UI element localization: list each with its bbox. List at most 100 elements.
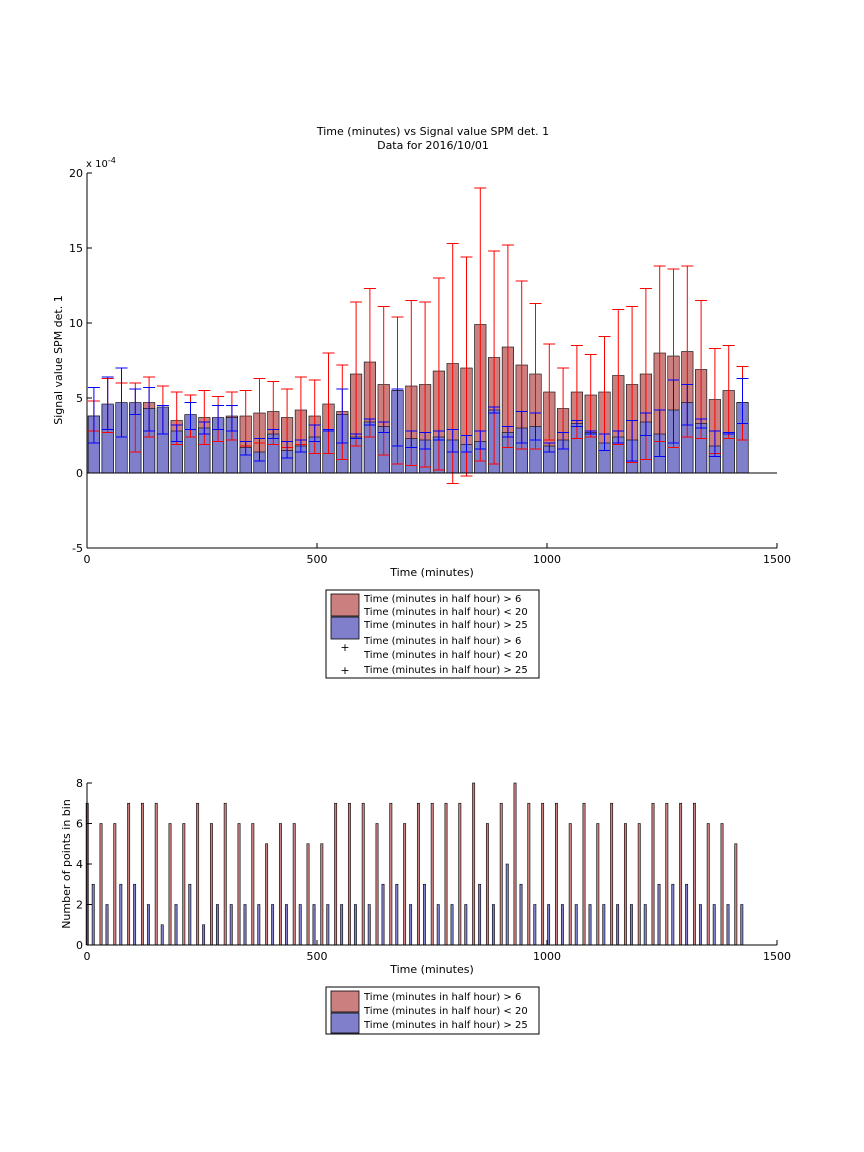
errorbar-blue-33 bbox=[543, 442, 556, 453]
errorbar-blue-14 bbox=[281, 441, 294, 459]
errorbar-red-38 bbox=[612, 309, 625, 445]
legend1-entry-2: Time (minutes in half hour) < 20 bbox=[363, 607, 528, 618]
errorbar-blue-6 bbox=[170, 424, 183, 442]
count-bar-red-21 bbox=[375, 823, 379, 946]
count-bar-blue-26 bbox=[450, 904, 454, 946]
chart1-ytick-label-1: 0 bbox=[76, 467, 83, 480]
errorbar-red-30 bbox=[501, 244, 514, 448]
count-bar-red-22 bbox=[389, 802, 393, 946]
count-bar-blue-1 bbox=[105, 904, 109, 946]
count-bar-red-7 bbox=[182, 823, 186, 946]
count-bar-red-43 bbox=[679, 802, 683, 946]
chart1-ytick-label-0: -5 bbox=[72, 542, 83, 555]
errorbar-blue-17 bbox=[322, 429, 335, 432]
count-bar-blue-39 bbox=[629, 904, 633, 946]
errorbar-blue-36 bbox=[584, 430, 597, 435]
count-bar-blue-27 bbox=[464, 904, 468, 946]
chart1-legend: Time (minutes in half hour) > 6 Time (mi… bbox=[325, 589, 540, 679]
count-bar-red-19 bbox=[347, 802, 351, 946]
count-bar-red-9 bbox=[209, 823, 213, 946]
count-bar-blue-25 bbox=[436, 904, 440, 946]
count-bar-red-47 bbox=[734, 843, 738, 946]
errorbar-blue-32 bbox=[529, 412, 542, 441]
count-bar-blue-23 bbox=[409, 904, 413, 946]
count-bar-red-10 bbox=[223, 802, 227, 946]
count-bar-blue-36 bbox=[588, 904, 592, 946]
errorbar-blue-39 bbox=[626, 420, 639, 462]
count-bar-red-23 bbox=[403, 823, 407, 946]
count-bar-red-4 bbox=[140, 802, 144, 946]
count-bar-red-6 bbox=[168, 823, 172, 946]
errorbar-blue-45 bbox=[708, 430, 721, 457]
errorbar-red-46 bbox=[722, 345, 735, 439]
chart2-ytick-label-0: 0 bbox=[76, 939, 83, 952]
errorbar-red-33 bbox=[543, 343, 556, 441]
count-bar-red-2 bbox=[113, 823, 117, 946]
bar-blue-36 bbox=[584, 432, 597, 474]
count-bar-red-14 bbox=[278, 823, 282, 946]
errorbar-blue-37 bbox=[598, 433, 611, 451]
count-bar-blue-24 bbox=[422, 883, 426, 946]
legend2-entry-1: Time (minutes in half hour) > 6 bbox=[363, 992, 521, 1003]
count-bar-blue-44 bbox=[698, 904, 702, 946]
errorbar-blue-11 bbox=[239, 441, 252, 456]
count-bar-blue-41 bbox=[657, 883, 661, 946]
count-bar-blue-20 bbox=[367, 904, 371, 946]
count-bar-red-1 bbox=[99, 823, 103, 946]
errorbar-blue-16 bbox=[308, 424, 321, 442]
errorbar-blue-31 bbox=[515, 411, 528, 444]
chart1-exponent-base: x 10 bbox=[86, 159, 108, 170]
count-bar-red-27 bbox=[458, 802, 462, 946]
count-bar-red-25 bbox=[430, 802, 434, 946]
errorbar-blue-4 bbox=[143, 387, 156, 432]
errorbar-red-8 bbox=[198, 390, 211, 445]
errorbar-blue-9 bbox=[212, 405, 225, 430]
chart1-title: Time (minutes) vs Signal value SPM det. … bbox=[316, 125, 549, 138]
count-bar-red-44 bbox=[692, 802, 696, 946]
count-bar-blue-35 bbox=[574, 904, 578, 946]
count-bar-blue-13 bbox=[271, 904, 275, 946]
count-bar-red-40 bbox=[637, 823, 641, 946]
errorbar-blue-24 bbox=[419, 432, 432, 450]
chart2-xtick-label-3: 1500 bbox=[763, 950, 791, 963]
count-bar-red-20 bbox=[361, 802, 365, 946]
chart2-legend-box bbox=[325, 986, 540, 1035]
count-bar-red-32 bbox=[527, 802, 531, 946]
errorbar-blue-40 bbox=[639, 412, 652, 436]
chart2-ylabel: Number of points in bin bbox=[60, 799, 73, 929]
legend1-entry-3: Time (minutes in half hour) > 25 bbox=[363, 620, 528, 631]
errorbar-blue-34 bbox=[557, 432, 570, 450]
count-bar-blue-14 bbox=[284, 904, 288, 946]
count-bar-blue-3 bbox=[133, 883, 137, 946]
errorbar-blue-26 bbox=[446, 429, 459, 453]
errorbar-blue-18 bbox=[336, 388, 349, 444]
errorbar-red-19 bbox=[350, 301, 363, 447]
errorbar-blue-25 bbox=[432, 430, 445, 441]
count-bar-blue-8 bbox=[202, 924, 206, 946]
chart2-bars bbox=[85, 782, 744, 946]
count-bar-red-5 bbox=[154, 802, 158, 946]
count-bar-red-16 bbox=[306, 843, 310, 946]
errorbar-blue-38 bbox=[612, 430, 625, 444]
legend2-entry-2: Time (minutes in half hour) < 20 bbox=[363, 1006, 528, 1017]
chart1-subtitle: Data for 2016/10/01 bbox=[377, 139, 489, 152]
count-bar-red-35 bbox=[568, 823, 572, 946]
count-bar-red-34 bbox=[554, 802, 558, 946]
count-bar-red-18 bbox=[334, 802, 338, 946]
legend1-entry-1: Time (minutes in half hour) > 6 bbox=[363, 594, 521, 605]
errorbar-blue-19 bbox=[350, 433, 363, 439]
count-bar-blue-43 bbox=[685, 883, 689, 946]
count-bar-blue-34 bbox=[560, 904, 564, 946]
errorbar-blue-12 bbox=[253, 438, 266, 462]
errorbar-red-17 bbox=[322, 352, 335, 454]
chart1-bars bbox=[87, 324, 749, 474]
errorbar-blue-7 bbox=[184, 402, 197, 430]
count-bar-blue-16 bbox=[312, 904, 316, 946]
errorbar-blue-13 bbox=[267, 429, 280, 439]
chart2-ytick-label-4: 8 bbox=[76, 777, 83, 790]
count-bar-blue-22 bbox=[395, 883, 399, 946]
errorbar-blue-21 bbox=[377, 421, 390, 433]
chart1-xtick-label-0: 0 bbox=[84, 553, 91, 566]
chart1-exponent: x 10-4 bbox=[86, 156, 116, 170]
